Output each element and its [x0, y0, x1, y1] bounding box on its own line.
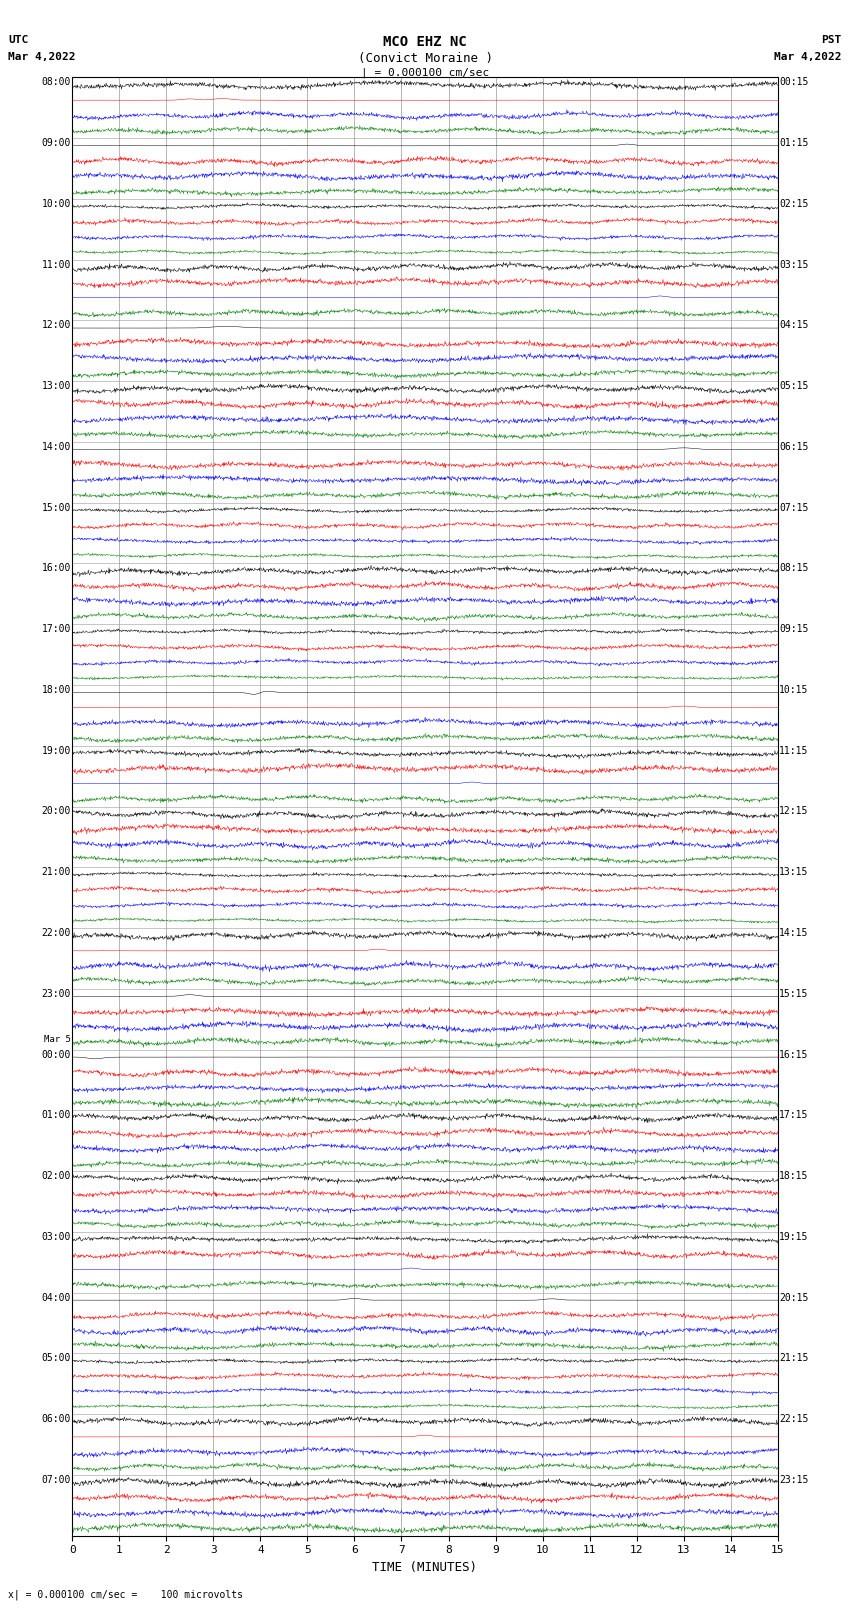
- Text: 12:00: 12:00: [42, 321, 71, 331]
- Text: 13:15: 13:15: [779, 868, 808, 877]
- Text: (Convict Moraine ): (Convict Moraine ): [358, 52, 492, 65]
- Text: 18:15: 18:15: [779, 1171, 808, 1181]
- Text: 02:00: 02:00: [42, 1171, 71, 1181]
- Text: 23:00: 23:00: [42, 989, 71, 998]
- Text: 15:15: 15:15: [779, 989, 808, 998]
- Text: 01:15: 01:15: [779, 139, 808, 148]
- Text: 02:15: 02:15: [779, 198, 808, 210]
- Text: 14:15: 14:15: [779, 927, 808, 939]
- Text: 20:00: 20:00: [42, 806, 71, 816]
- Text: PST: PST: [821, 35, 842, 45]
- Text: 12:15: 12:15: [779, 806, 808, 816]
- Text: 05:15: 05:15: [779, 381, 808, 392]
- Text: Mar 4,2022: Mar 4,2022: [774, 52, 842, 61]
- Text: 06:15: 06:15: [779, 442, 808, 452]
- Text: 16:00: 16:00: [42, 563, 71, 574]
- Text: UTC: UTC: [8, 35, 29, 45]
- Text: 08:15: 08:15: [779, 563, 808, 574]
- Text: 22:00: 22:00: [42, 927, 71, 939]
- Text: 11:15: 11:15: [779, 745, 808, 756]
- Text: 13:00: 13:00: [42, 381, 71, 392]
- Text: 17:15: 17:15: [779, 1110, 808, 1121]
- Text: 10:00: 10:00: [42, 198, 71, 210]
- Text: 14:00: 14:00: [42, 442, 71, 452]
- Text: Mar 4,2022: Mar 4,2022: [8, 52, 76, 61]
- Text: 03:00: 03:00: [42, 1232, 71, 1242]
- Text: 10:15: 10:15: [779, 686, 808, 695]
- Text: 05:00: 05:00: [42, 1353, 71, 1363]
- Text: 08:00: 08:00: [42, 77, 71, 87]
- Text: | = 0.000100 cm/sec: | = 0.000100 cm/sec: [361, 68, 489, 79]
- Text: 20:15: 20:15: [779, 1292, 808, 1303]
- Text: 03:15: 03:15: [779, 260, 808, 269]
- Text: 17:00: 17:00: [42, 624, 71, 634]
- Text: 19:15: 19:15: [779, 1232, 808, 1242]
- Text: 11:00: 11:00: [42, 260, 71, 269]
- Text: 09:15: 09:15: [779, 624, 808, 634]
- Text: 00:15: 00:15: [779, 77, 808, 87]
- Text: 07:15: 07:15: [779, 503, 808, 513]
- Text: 06:00: 06:00: [42, 1415, 71, 1424]
- Text: 21:00: 21:00: [42, 868, 71, 877]
- Text: 23:15: 23:15: [779, 1474, 808, 1486]
- Text: 00:00: 00:00: [42, 1050, 71, 1060]
- Text: 21:15: 21:15: [779, 1353, 808, 1363]
- Text: 16:15: 16:15: [779, 1050, 808, 1060]
- Text: Mar 5: Mar 5: [44, 1034, 71, 1044]
- Text: 04:15: 04:15: [779, 321, 808, 331]
- Text: 18:00: 18:00: [42, 686, 71, 695]
- Text: 04:00: 04:00: [42, 1292, 71, 1303]
- Text: 15:00: 15:00: [42, 503, 71, 513]
- Text: 09:00: 09:00: [42, 139, 71, 148]
- Text: x| = 0.000100 cm/sec =    100 microvolts: x| = 0.000100 cm/sec = 100 microvolts: [8, 1589, 243, 1600]
- Text: 19:00: 19:00: [42, 745, 71, 756]
- Text: 22:15: 22:15: [779, 1415, 808, 1424]
- Text: MCO EHZ NC: MCO EHZ NC: [383, 35, 467, 50]
- Text: 07:00: 07:00: [42, 1474, 71, 1486]
- X-axis label: TIME (MINUTES): TIME (MINUTES): [372, 1561, 478, 1574]
- Text: 01:00: 01:00: [42, 1110, 71, 1121]
